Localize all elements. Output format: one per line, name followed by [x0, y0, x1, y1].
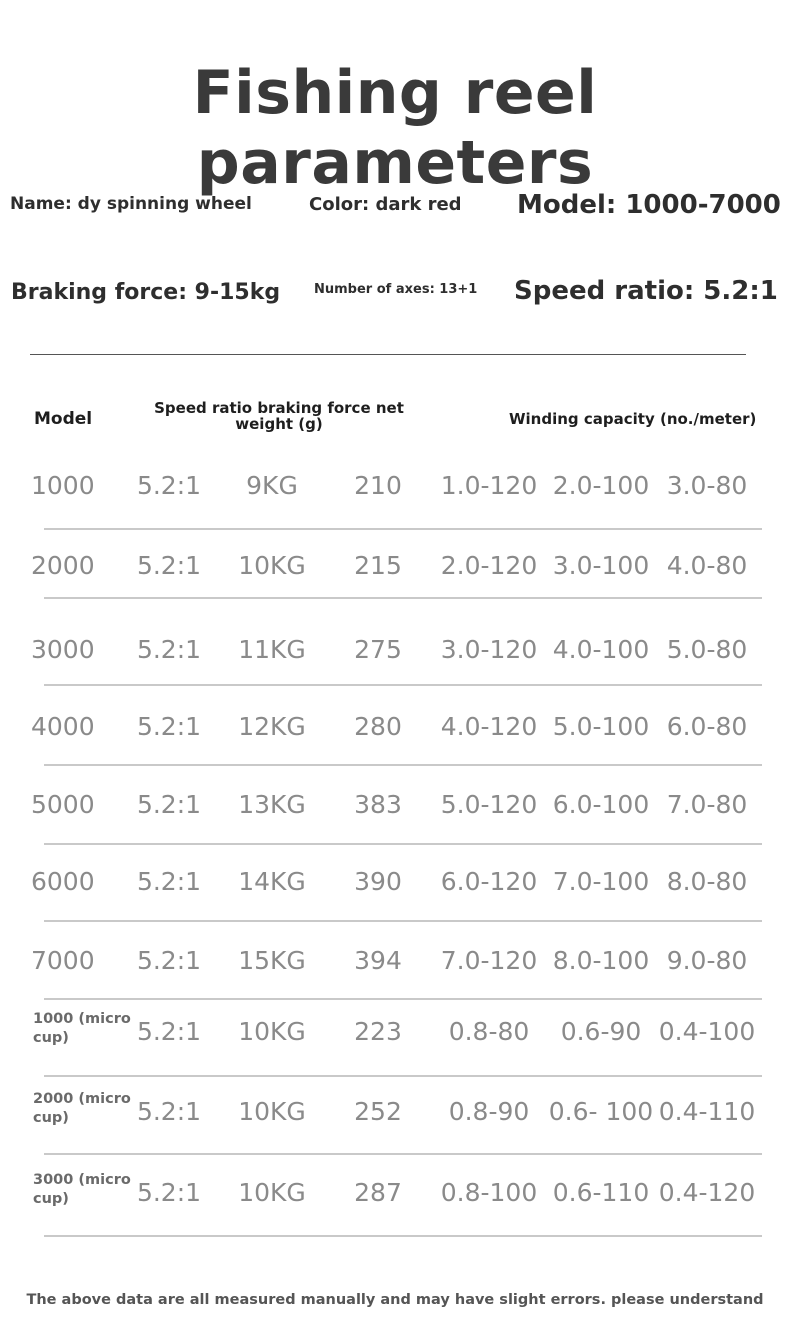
cell-speed: 5.2:1 [136, 712, 202, 741]
spec-axes: Number of axes: 13+1 [314, 282, 478, 297]
cell-braking: 13KG [238, 790, 306, 819]
cell-w2: 2.0-100 [552, 471, 650, 500]
spec-braking-force: Braking force: 9-15kg [11, 280, 281, 305]
spec-name: Name: dy spinning wheel [10, 194, 252, 214]
cell-weight: 223 [354, 1017, 402, 1046]
row-separator [44, 998, 762, 1000]
cell-speed: 5.2:1 [136, 946, 202, 975]
cell-model: 1000 [31, 471, 95, 500]
cell-w1: 2.0-120 [440, 551, 538, 580]
cell-w1: 4.0-120 [440, 712, 538, 741]
cell-speed: 5.2:1 [136, 1017, 202, 1046]
cell-w1: 0.8-100 [440, 1178, 538, 1207]
cell-w1: 0.8-80 [448, 1017, 530, 1046]
cell-model: 7000 [31, 946, 95, 975]
row-separator [44, 597, 762, 599]
header-speed-braking-weight: Speed ratio braking force net weight (g) [154, 399, 404, 433]
footer-note: The above data are all measured manually… [26, 1292, 764, 1308]
cell-w2: 6.0-100 [552, 790, 650, 819]
cell-model: 2000 [31, 551, 95, 580]
cell-w3: 4.0-80 [666, 551, 748, 580]
row-separator [44, 920, 762, 922]
cell-w2: 7.0-100 [552, 867, 650, 896]
cell-speed: 5.2:1 [136, 635, 202, 664]
cell-weight: 210 [354, 471, 402, 500]
cell-w2: 0.6-110 [552, 1178, 650, 1207]
cell-speed: 5.2:1 [136, 471, 202, 500]
cell-braking: 11KG [238, 635, 306, 664]
cell-braking: 9KG [246, 471, 298, 500]
cell-weight: 394 [354, 946, 402, 975]
header-winding-capacity: Winding capacity (no./meter) [509, 410, 757, 428]
cell-weight: 390 [354, 867, 402, 896]
cell-weight: 275 [354, 635, 402, 664]
spec-speed-ratio: Speed ratio: 5.2:1 [514, 276, 778, 306]
divider-line [30, 354, 746, 355]
row-separator [44, 684, 762, 686]
cell-speed: 5.2:1 [136, 867, 202, 896]
cell-braking: 10KG [238, 551, 306, 580]
cell-speed: 5.2:1 [136, 1178, 202, 1207]
row-separator [44, 528, 762, 530]
cell-w2: 0.6- 100 [548, 1097, 654, 1126]
cell-w1: 0.8-90 [448, 1097, 530, 1126]
cell-speed: 5.2:1 [136, 790, 202, 819]
cell-speed: 5.2:1 [136, 551, 202, 580]
cell-weight: 215 [354, 551, 402, 580]
cell-braking: 10KG [238, 1097, 306, 1126]
cell-weight: 383 [354, 790, 402, 819]
cell-w1: 6.0-120 [440, 867, 538, 896]
spec-color: Color: dark red [309, 194, 462, 215]
cell-w1: 3.0-120 [440, 635, 538, 664]
cell-w3: 0.4-100 [658, 1017, 756, 1046]
cell-w2: 0.6-90 [560, 1017, 642, 1046]
cell-model: 1000 (micro cup) [33, 1011, 131, 1046]
row-separator [44, 1235, 762, 1237]
cell-w1: 1.0-120 [440, 471, 538, 500]
cell-braking: 12KG [238, 712, 306, 741]
cell-model: 2000 (micro cup) [33, 1091, 131, 1126]
cell-speed: 5.2:1 [136, 1097, 202, 1126]
spec-model: Model: 1000-7000 [517, 190, 781, 220]
cell-w3: 3.0-80 [666, 471, 748, 500]
cell-braking: 10KG [238, 1017, 306, 1046]
cell-model: 5000 [31, 790, 95, 819]
cell-w3: 0.4-120 [658, 1178, 756, 1207]
cell-w1: 5.0-120 [440, 790, 538, 819]
cell-weight: 280 [354, 712, 402, 741]
cell-braking: 15KG [238, 946, 306, 975]
cell-model: 3000 (micro cup) [33, 1172, 131, 1207]
cell-w3: 0.4-110 [658, 1097, 756, 1126]
row-separator [44, 1075, 762, 1077]
cell-w2: 4.0-100 [552, 635, 650, 664]
cell-braking: 14KG [238, 867, 306, 896]
row-separator [44, 1153, 762, 1155]
row-separator [44, 764, 762, 766]
row-separator [44, 843, 762, 845]
cell-w2: 5.0-100 [552, 712, 650, 741]
cell-w1: 7.0-120 [440, 946, 538, 975]
header-model: Model [34, 409, 93, 429]
cell-weight: 252 [354, 1097, 402, 1126]
page-title: Fishing reel parameters [192, 58, 598, 198]
cell-w3: 7.0-80 [666, 790, 748, 819]
cell-w3: 6.0-80 [666, 712, 748, 741]
cell-w3: 9.0-80 [666, 946, 748, 975]
cell-w3: 5.0-80 [666, 635, 748, 664]
cell-weight: 287 [354, 1178, 402, 1207]
cell-w2: 3.0-100 [552, 551, 650, 580]
cell-braking: 10KG [238, 1178, 306, 1207]
cell-model: 4000 [31, 712, 95, 741]
cell-w2: 8.0-100 [552, 946, 650, 975]
cell-model: 6000 [31, 867, 95, 896]
cell-w3: 8.0-80 [666, 867, 748, 896]
cell-model: 3000 [31, 635, 95, 664]
